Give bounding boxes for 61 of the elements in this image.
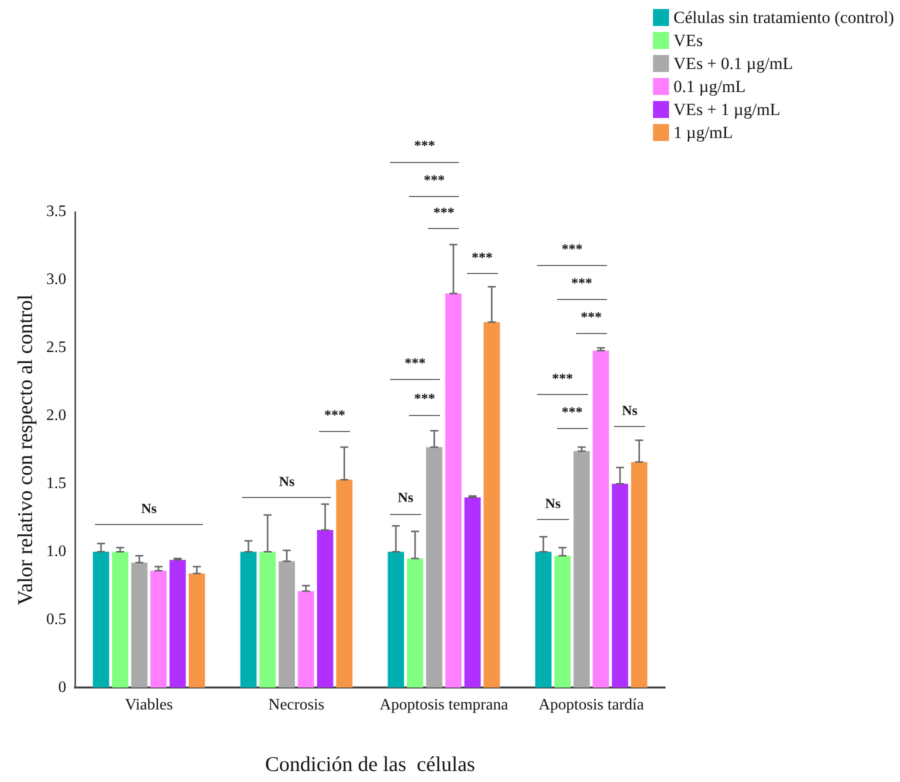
bar: [131, 562, 148, 688]
legend-label: 1 µg/mL: [674, 122, 733, 144]
legend-label: VEs + 0.1 µg/mL: [674, 53, 794, 75]
bar: [574, 451, 590, 688]
annotation: ***: [404, 356, 426, 372]
bar: [112, 552, 128, 688]
bar: [554, 556, 571, 688]
bar: [188, 573, 205, 688]
y-axis-title: Valor relativo con respecto al control: [13, 294, 38, 606]
y-tick-label: 1.0: [46, 542, 66, 560]
bar: [592, 350, 610, 688]
bar: [612, 484, 628, 688]
text: ***: [424, 173, 445, 188]
bar: [316, 530, 334, 688]
annotation: ***: [571, 276, 592, 292]
annotation: ***: [580, 310, 602, 326]
annotation: Ns: [398, 491, 414, 506]
annotation: ***: [433, 206, 454, 221]
bar: [240, 552, 257, 688]
annotation: Ns: [141, 502, 158, 518]
legend-label: Células sin tratamiento (control): [674, 7, 894, 29]
legend-label: VEs + 1 µg/mL: [674, 99, 780, 121]
bar: [631, 462, 648, 688]
bar: [259, 552, 276, 688]
y-tick-label: 2.5: [46, 339, 66, 356]
bar: [298, 591, 314, 688]
bar: [464, 497, 481, 688]
annotation: ***: [552, 372, 574, 387]
bar: [150, 570, 167, 688]
annotation: ***: [324, 408, 346, 424]
y-tick-label: 3.0: [46, 271, 66, 288]
annotation: ***: [472, 250, 493, 266]
legend-label: 0.1 µg/mL: [674, 76, 746, 98]
y-tick-label: 0.5: [46, 610, 66, 628]
bar: [406, 558, 424, 688]
text: ***: [414, 139, 436, 154]
bar: [336, 480, 352, 688]
bar: [484, 322, 500, 688]
y-tick-label: 1.5: [46, 474, 66, 492]
x-tick-label: Viables: [124, 696, 173, 714]
bar: [426, 447, 442, 688]
annotation: ***: [414, 392, 436, 408]
annotation: ***: [562, 406, 583, 421]
annotation: Ns: [279, 474, 296, 490]
bar: [170, 560, 186, 688]
bar: [388, 552, 404, 688]
x-tick-label: Necrosis: [268, 696, 324, 714]
x-tick-label: Apoptosis tardía: [538, 696, 644, 714]
annotation: Ns: [622, 404, 638, 420]
legend-label: VEs: [674, 30, 703, 52]
bar: [445, 294, 462, 688]
annotation: Ns: [545, 496, 562, 512]
x-tick-label: Apoptosis temprana: [380, 696, 508, 714]
x-axis-title: Condición de las células: [265, 752, 476, 776]
y-tick-label: 3.5: [46, 203, 66, 220]
bar: [535, 552, 552, 688]
annotation: ***: [562, 242, 583, 258]
y-tick-label: 2.0: [46, 407, 66, 424]
bar: [278, 561, 295, 688]
y-tick-label: 0: [58, 678, 66, 696]
bar: [92, 552, 110, 688]
